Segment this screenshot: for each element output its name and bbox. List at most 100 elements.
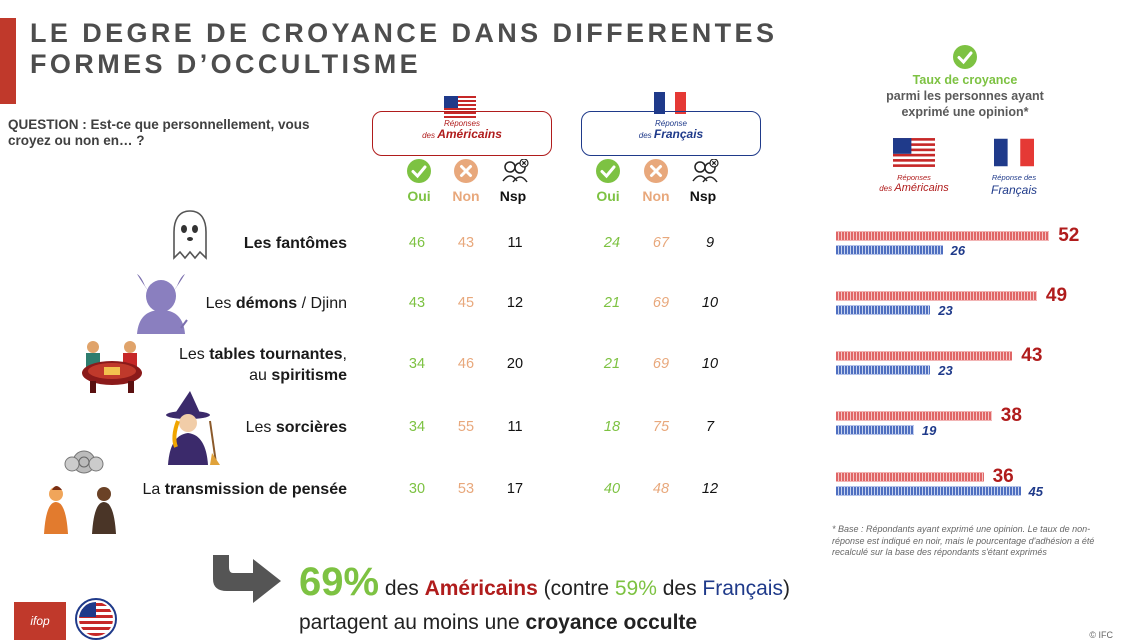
telepathy-illustration [40, 450, 120, 539]
fr-value: 10 [701, 356, 719, 372]
legend-fr: Réponse des Français [964, 172, 1064, 196]
us-col-nsp: Nsp [499, 188, 527, 204]
bar-label-us: 49 [1045, 285, 1068, 306]
conclusion-americains: Américains [424, 577, 538, 600]
fr-box-big: des Français [638, 127, 704, 141]
us-value: 34 [408, 356, 426, 372]
fr-value: 21 [603, 295, 621, 311]
conclusion-pct: 69% [299, 560, 380, 604]
fr-value: 12 [701, 481, 719, 497]
rate-title-line2: parmi les personnes ayant [886, 89, 1044, 103]
rate-title-line1: Taux de croyance [912, 73, 1018, 87]
us-value: 43 [457, 235, 475, 251]
us-value: 46 [457, 356, 475, 372]
fr-cross-icon [644, 159, 672, 183]
bar-label-us: 43 [1021, 345, 1043, 366]
footnote: * Base : Répondants ayant exprimé une op… [832, 524, 1095, 557]
us-value: 55 [457, 419, 475, 435]
bar-label-fr: 19 [921, 423, 937, 438]
us-value: 30 [408, 481, 426, 497]
fr-value: 67 [652, 235, 670, 251]
question-text: QUESTION : Est-ce que personnellement, v… [8, 117, 310, 148]
bar-us [836, 472, 984, 482]
fr-value: 40 [603, 481, 621, 497]
legend-us: Réponses des Américains [864, 172, 964, 194]
bar-label-fr: 23 [938, 363, 953, 378]
fr-col-nsp: Nsp [689, 188, 717, 204]
bar-fr [836, 365, 931, 375]
bar-label-fr: 23 [938, 303, 953, 318]
fr-col-non: Non [642, 188, 670, 204]
legend-fr-flag-icon [994, 138, 1034, 167]
us-box-big: des Américains [422, 127, 502, 141]
legend-fr-big: Français [990, 183, 1037, 197]
bar-us [836, 291, 1037, 301]
spirit-table-illustration [80, 337, 144, 398]
bar-fr [836, 486, 1021, 496]
us-value: 46 [408, 235, 426, 251]
us-value: 45 [457, 295, 475, 311]
check-icon [953, 45, 977, 69]
ifop-logo: ifop [14, 602, 66, 640]
us-col-non: Non [452, 188, 480, 204]
conclusion-francais: Français [702, 577, 783, 600]
witch-illustration [160, 391, 222, 470]
fr-value: 24 [603, 235, 621, 251]
fr-value: 7 [705, 419, 715, 435]
us-value: 12 [506, 295, 524, 311]
fr-box-small: Réponse [654, 119, 688, 128]
fr-value: 69 [652, 356, 670, 372]
us-value: 11 [507, 419, 523, 435]
us-col-oui: Oui [407, 188, 431, 204]
fr-no-opinion-icon [691, 158, 719, 183]
demon-illustration [133, 272, 189, 339]
fr-value: 48 [652, 481, 670, 497]
copyright-ifc: © IFC [1089, 630, 1113, 640]
bar-us [836, 231, 1050, 241]
conclusion-line2: partagent au moins une croyance occulte [299, 611, 698, 634]
fr-value: 18 [603, 419, 621, 435]
conclusion-fr-pct: 59% [614, 577, 657, 600]
us-value: 20 [506, 356, 524, 372]
row-label: Les démons / Djinn [205, 295, 347, 312]
accent-bar [0, 18, 16, 104]
us-value: 53 [457, 481, 475, 497]
fr-check-icon [596, 159, 624, 183]
fr-value: 10 [701, 295, 719, 311]
us-value: 43 [408, 295, 426, 311]
row-label: Les tables tournantes, au spiritisme [178, 346, 347, 384]
bar-label-us: 38 [1000, 405, 1022, 426]
fr-col-oui: Oui [596, 188, 620, 204]
bar-label-fr: 45 [1028, 484, 1043, 499]
bar-fr [836, 245, 943, 255]
legend-fr-small: Réponse des [991, 173, 1037, 182]
bar-us [836, 351, 1013, 361]
legend-us-big: Américains [894, 182, 949, 194]
row-label: La transmission de pensée [142, 481, 347, 498]
ghost-illustration [168, 208, 212, 267]
bar-fr [836, 425, 914, 435]
fr-flag-icon [654, 92, 686, 114]
fr-value: 9 [705, 235, 715, 251]
rate-title: Taux de croyance parmi les personnes aya… [860, 72, 1070, 120]
us-check-icon [407, 159, 435, 183]
us-value: 17 [506, 481, 524, 497]
bar-us [836, 411, 992, 421]
fr-value: 21 [603, 356, 621, 372]
fr-value: 69 [652, 295, 670, 311]
fr-value: 75 [652, 419, 670, 435]
conclusion-bold: croyance occulte [525, 611, 698, 634]
usa-seal-icon [70, 597, 122, 641]
legend-us-small: Réponses [897, 173, 931, 182]
page-title: LE DEGRE DE CROYANCE DANS DIFFERENTES FO… [30, 18, 778, 79]
us-value: 11 [507, 235, 523, 251]
us-no-opinion-icon [501, 158, 529, 183]
row-label: Les fantômes [243, 235, 347, 252]
fr-responses-box: Réponse des Français [581, 111, 761, 156]
bar-label-fr: 26 [950, 243, 966, 258]
us-box-small: Réponses [443, 119, 481, 128]
rate-title-line3: exprimé une opinion* [901, 105, 1029, 119]
bar-fr [836, 305, 931, 315]
row-label: Les sorcières [245, 419, 347, 436]
bar-label-us: 52 [1058, 225, 1080, 246]
